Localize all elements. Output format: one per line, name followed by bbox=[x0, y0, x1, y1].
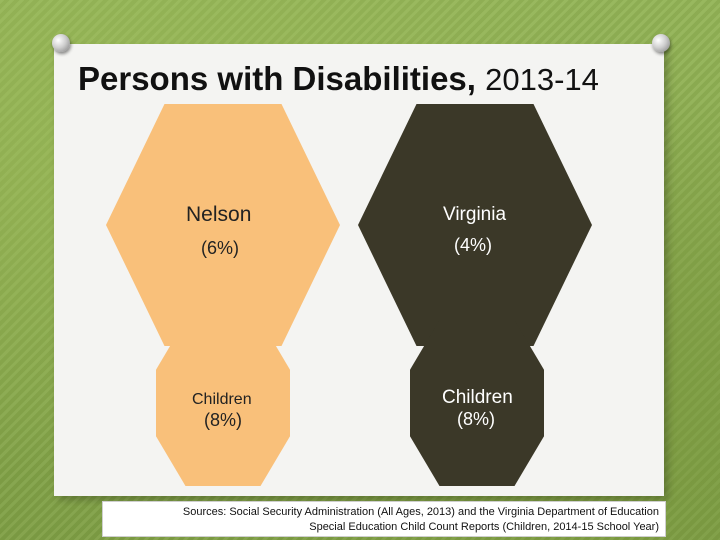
sources-line-1: Sources: Social Security Administration … bbox=[182, 506, 659, 518]
virginia-children-hexagon bbox=[410, 320, 544, 486]
nelson-children-hexagon bbox=[156, 320, 290, 486]
sources-line-2: Special Education Child Count Reports (C… bbox=[309, 521, 659, 533]
sources-note: Sources: Social Security Administration … bbox=[102, 501, 666, 537]
virginia-label: Virginia bbox=[443, 204, 507, 225]
page-title: Persons with Disabilities, 2013-14 bbox=[78, 60, 678, 98]
virginia-children-label: Children bbox=[442, 387, 513, 408]
nelson-label: Nelson bbox=[186, 203, 252, 226]
pushpin-icon-right bbox=[652, 34, 670, 52]
pushpin-icon-left bbox=[52, 34, 70, 52]
virginia-percent: (4%) bbox=[454, 235, 493, 255]
title-main: Persons with Disabilities, bbox=[78, 60, 476, 97]
title-years: 2013-14 bbox=[485, 62, 599, 97]
nelson-children-percent: (8%) bbox=[204, 410, 243, 430]
nelson-percent: (6%) bbox=[201, 238, 240, 258]
nelson-children-label: Children bbox=[192, 391, 252, 408]
virginia-children-percent: (8%) bbox=[457, 409, 496, 429]
